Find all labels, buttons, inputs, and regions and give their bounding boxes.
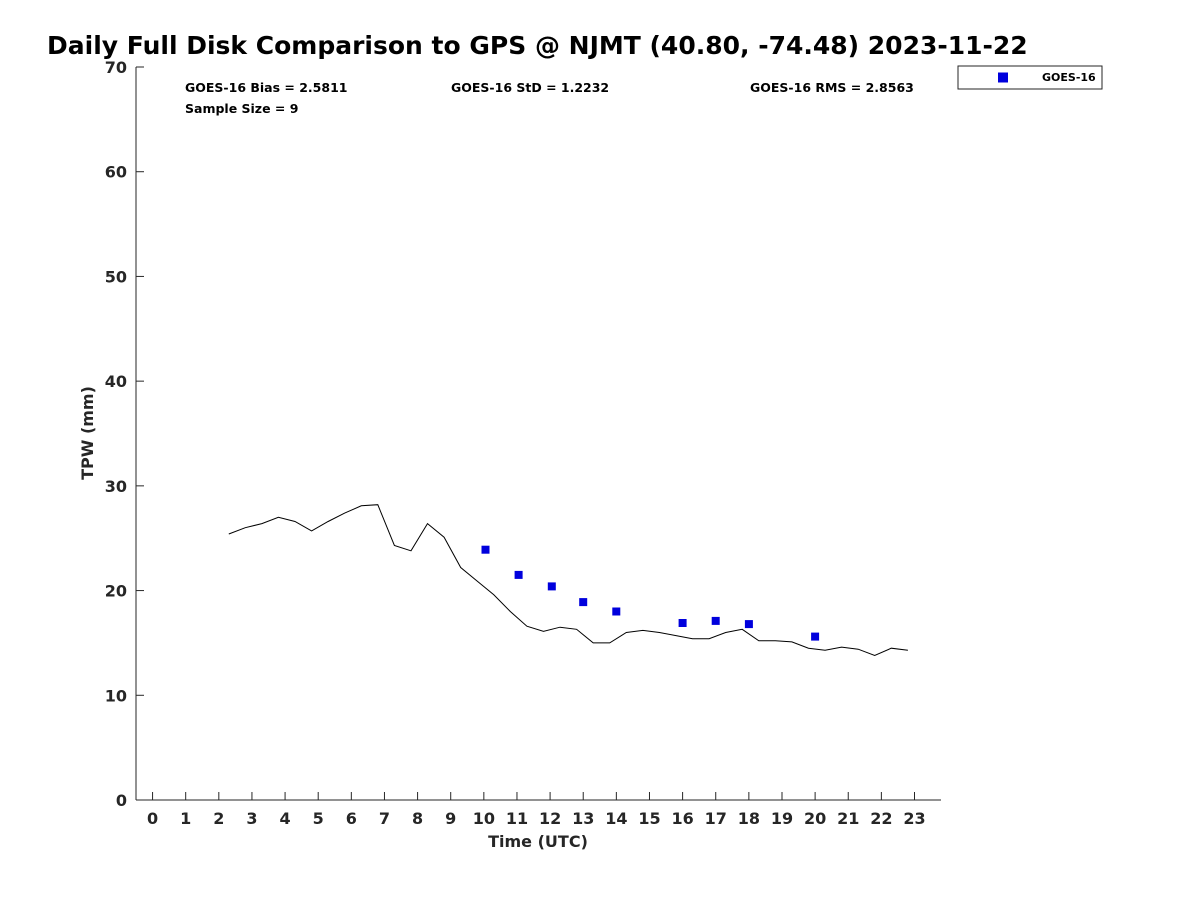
y-tick-label: 0 [116,791,127,810]
legend-label-goes16: GOES-16 [1042,71,1096,84]
x-tick-label: 11 [506,809,528,828]
legend-box [957,65,1103,90]
x-axis-label: Time (UTC) [488,832,588,851]
y-axis: 0 10 20 30 40 50 60 70 [105,58,144,810]
x-tick-label: 21 [837,809,859,828]
x-tick-label: 10 [473,809,495,828]
x-tick-label: 14 [605,809,627,828]
x-axis: 0 1 2 3 4 5 6 7 8 9 10 11 12 13 14 15 16 17 18 19 20 21 22 23 [147,792,926,828]
gps-line [228,504,908,657]
y-tick-label: 70 [105,58,127,77]
x-tick-label: 16 [671,809,693,828]
x-tick-label: 4 [280,809,291,828]
y-tick-label: 60 [105,163,127,182]
y-axis-label: TPW (mm) [78,386,97,480]
x-tick-label: 19 [771,809,793,828]
x-tick-label: 23 [903,809,925,828]
legend: GOES-16 [957,65,1103,90]
goes16-point [481,545,490,554]
x-tick-label: 2 [213,809,224,828]
x-tick-label: 13 [572,809,594,828]
goes16-point [547,582,556,591]
axes [135,67,941,801]
x-tick-label: 1 [180,809,191,828]
x-tick-label: 18 [738,809,760,828]
sample-size-stat: Sample Size = 9 [185,101,298,116]
goes16-point [711,616,720,625]
x-tick-label: 7 [379,809,390,828]
x-tick-label: 12 [539,809,561,828]
goes16-point [811,632,820,641]
rms-stat: GOES-16 RMS = 2.8563 [750,80,914,95]
y-tick-label: 30 [105,477,127,496]
gps-line-series [228,504,908,657]
std-stat: GOES-16 StD = 1.2232 [451,80,609,95]
goes16-point [514,570,523,579]
goes16-point [678,619,687,627]
y-tick-label: 20 [105,582,127,601]
y-tick-label: 50 [105,267,127,286]
legend-marker-goes16 [998,72,1008,83]
x-tick-label: 20 [804,809,826,828]
x-tick-label: 9 [445,809,456,828]
x-tick-label: 3 [246,809,257,828]
x-tick-label: 17 [705,809,727,828]
y-tick-label: 40 [105,372,127,391]
x-tick-label: 5 [313,809,324,828]
bias-stat: GOES-16 Bias = 2.5811 [185,80,347,95]
goes16-scatter-series [481,545,820,641]
x-tick-label: 22 [870,809,892,828]
goes16-point [744,620,753,629]
x-tick-label: 6 [346,809,357,828]
x-tick-label: 15 [638,809,660,828]
goes16-point [612,607,621,616]
y-tick-label: 10 [105,686,127,705]
chart-title: Daily Full Disk Comparison to GPS @ NJMT… [47,31,1028,60]
x-tick-label: 8 [412,809,423,828]
x-tick-label: 0 [147,809,158,828]
goes16-point [579,598,588,607]
